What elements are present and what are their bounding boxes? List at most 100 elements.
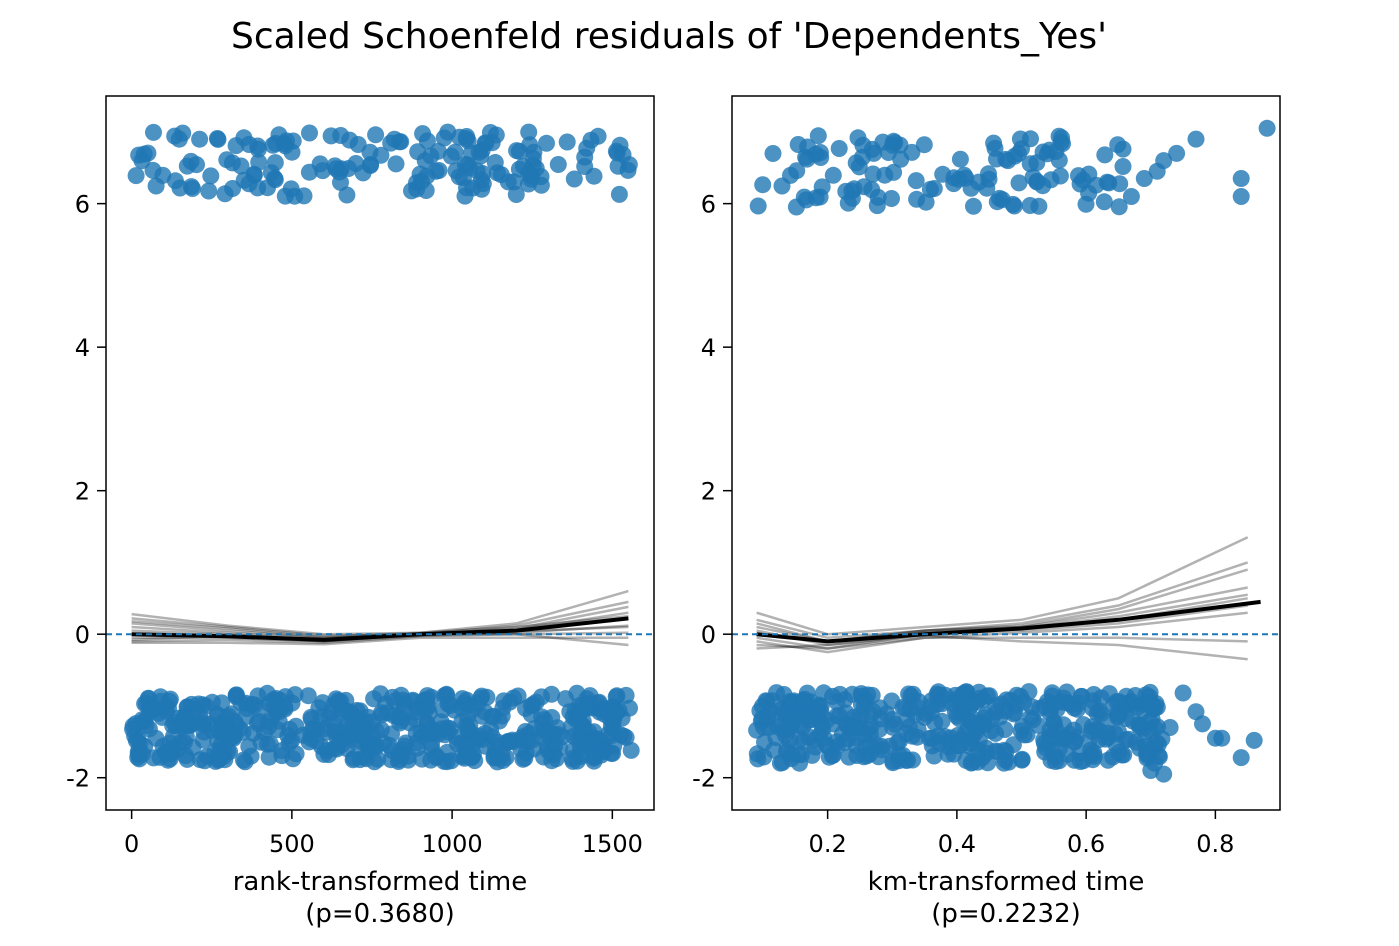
residual-point [366,753,383,771]
residual-point [286,187,304,205]
residual-point [524,150,542,168]
y-tick-label: -2 [66,765,90,793]
residual-point [1122,188,1140,205]
residual-point [1142,762,1160,779]
residual-point [1014,717,1031,735]
residual-point [872,737,890,755]
x-tick-label: 0.4 [938,830,976,858]
rank-panel-frame [105,95,655,811]
y-tick-label: 0 [701,621,716,649]
residual-point [520,165,538,182]
residual-point [1099,751,1117,769]
residual-point [1245,731,1263,749]
residual-point [266,154,284,172]
residual-point [840,748,858,766]
residual-point [418,700,436,717]
residual-point [950,170,968,188]
residual-point [565,170,583,188]
residual-point [610,702,628,719]
residual-point [789,136,807,153]
residual-point [952,691,970,709]
bootstrap-lowess-line [131,631,629,645]
y-tick-label: 6 [701,191,716,219]
residual-point [876,166,894,184]
residual-point [434,701,452,719]
residual-point [320,746,338,764]
residual-point [951,737,969,755]
x-tick-label: 0.6 [1067,830,1105,858]
residual-point [393,747,410,765]
residual-point [1106,725,1124,743]
residual-point [921,180,939,198]
residual-point [338,186,356,204]
residual-point [1053,129,1071,147]
residual-point [260,748,278,766]
residual-point [595,741,613,759]
residual-point [486,154,504,171]
residual-point [828,693,846,711]
residual-point [576,158,594,175]
bootstrap-lowess-line [756,634,1248,661]
residual-point [830,140,848,157]
residual-point [996,721,1014,738]
residual-point [610,185,628,203]
residual-point [951,150,969,168]
residual-point [1066,732,1084,750]
residual-point [246,696,264,714]
residual-point [1213,729,1231,747]
residual-point [416,152,434,170]
residual-point [486,737,504,754]
lowess-fit-line [756,599,1261,644]
residual-point [921,729,938,747]
residual-point [571,699,589,717]
residual-point [418,724,436,742]
residual-point [438,743,456,761]
residual-point [1117,687,1135,705]
residual-point [538,134,555,152]
residual-point [907,172,925,190]
residual-point [1149,718,1166,736]
residual-point [939,745,957,763]
residual-point [478,688,496,706]
residual-point [299,687,317,705]
residual-point [980,165,997,183]
km-x-axis-pvalue: (p=0.2232) [931,899,1081,929]
residual-point [558,133,576,151]
residual-point [589,127,607,145]
residual-point [430,162,448,179]
rank-panel-ticks: 0 500 1000 1500 -2 0 2 4 6 [66,191,643,858]
residual-point [240,738,258,755]
residual-point [215,743,233,760]
residual-point [809,127,827,145]
residual-point [505,173,523,191]
residual-point [505,689,523,707]
residual-point [995,754,1013,772]
y-tick-label: 0 [75,621,90,649]
residual-point [564,752,582,770]
residual-point [458,128,476,145]
residual-point [852,695,870,713]
residual-point [1050,151,1068,169]
residual-point [507,186,525,203]
residual-point [985,134,1003,152]
residual-point [749,197,767,215]
residual-point [277,688,294,706]
residual-point [748,721,766,739]
residual-point [208,130,226,147]
residual-point [1131,718,1148,736]
residual-point [1174,684,1192,702]
residual-point [758,693,776,711]
residual-point [549,726,567,743]
residual-point [314,694,332,712]
residual-point [287,717,305,735]
residual-point [414,125,432,143]
residual-point [865,144,883,162]
residual-point [418,687,436,705]
residual-point [152,688,169,706]
residual-point [249,137,267,155]
residual-point [361,143,379,161]
residual-point [483,134,501,152]
residual-point [589,694,607,712]
residual-point [351,751,369,769]
x-tick-label: 0.2 [809,830,847,858]
